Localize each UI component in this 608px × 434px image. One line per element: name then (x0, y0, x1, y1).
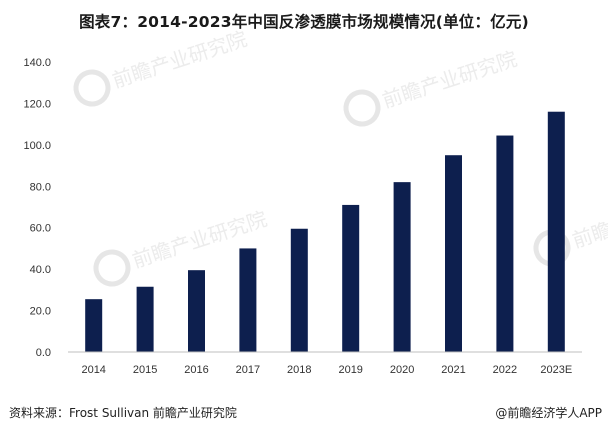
watermark: 前瞻产业研究院 (343, 47, 520, 127)
x-tick-label: 2014 (81, 364, 105, 376)
chart-title: 图表7：2014-2023年中国反渗透膜市场规模情况(单位：亿元) (79, 13, 529, 31)
bar-2018 (290, 228, 308, 352)
x-tick-label: 2023E (540, 364, 572, 376)
x-tick-label: 2022 (493, 364, 517, 376)
source-note: 资料来源：Frost Sullivan 前瞻产业研究院 (9, 406, 237, 420)
y-axis-ticks: 0.0 20.0 40.0 60.0 80.0 100.0 120.0 140.0 (23, 57, 51, 359)
x-tick-label: 2021 (441, 364, 465, 376)
bar-2014 (85, 299, 103, 352)
bar-2017 (239, 248, 257, 352)
bar-2016 (188, 270, 205, 352)
bar-2020 (393, 182, 411, 352)
watermark-text: 前瞻产业研究院 (109, 27, 250, 93)
watermark-text: 前瞻产业研究院 (569, 187, 608, 253)
y-tick-label: 40.0 (30, 264, 51, 276)
y-tick-label: 60.0 (30, 223, 51, 235)
watermark-logo-icon (73, 69, 111, 107)
bar-2022 (496, 135, 514, 352)
y-tick-label: 80.0 (30, 181, 51, 193)
watermark: 前瞻产业研究院 (73, 27, 250, 107)
x-tick-label: 2015 (133, 364, 157, 376)
watermark: 前瞻产业研究院 (533, 187, 608, 267)
bar-2023E (547, 111, 565, 352)
x-tick-label: 2019 (338, 364, 362, 376)
y-tick-label: 120.0 (23, 98, 51, 110)
bar-2021 (445, 155, 462, 352)
x-tick-label: 2017 (236, 364, 260, 376)
watermark-logo-icon (93, 249, 131, 287)
x-tick-label: 2018 (287, 364, 311, 376)
bar-2019 (342, 204, 360, 352)
x-axis-ticks: 2014 2015 2016 2017 2018 2019 2020 2021 2022 2023… (81, 364, 572, 376)
watermark-text: 前瞻产业研究院 (379, 47, 520, 113)
x-tick-label: 2016 (184, 364, 208, 376)
y-tick-label: 0.0 (36, 347, 51, 359)
bars (85, 111, 565, 352)
y-tick-label: 100.0 (23, 140, 51, 152)
watermark-logo-icon (343, 89, 381, 127)
credit-note: @前瞻经济学人APP (495, 406, 602, 420)
y-tick-label: 140.0 (23, 57, 51, 69)
y-tick-label: 20.0 (30, 306, 51, 318)
bar-2015 (136, 286, 154, 352)
x-tick-label: 2020 (390, 364, 414, 376)
